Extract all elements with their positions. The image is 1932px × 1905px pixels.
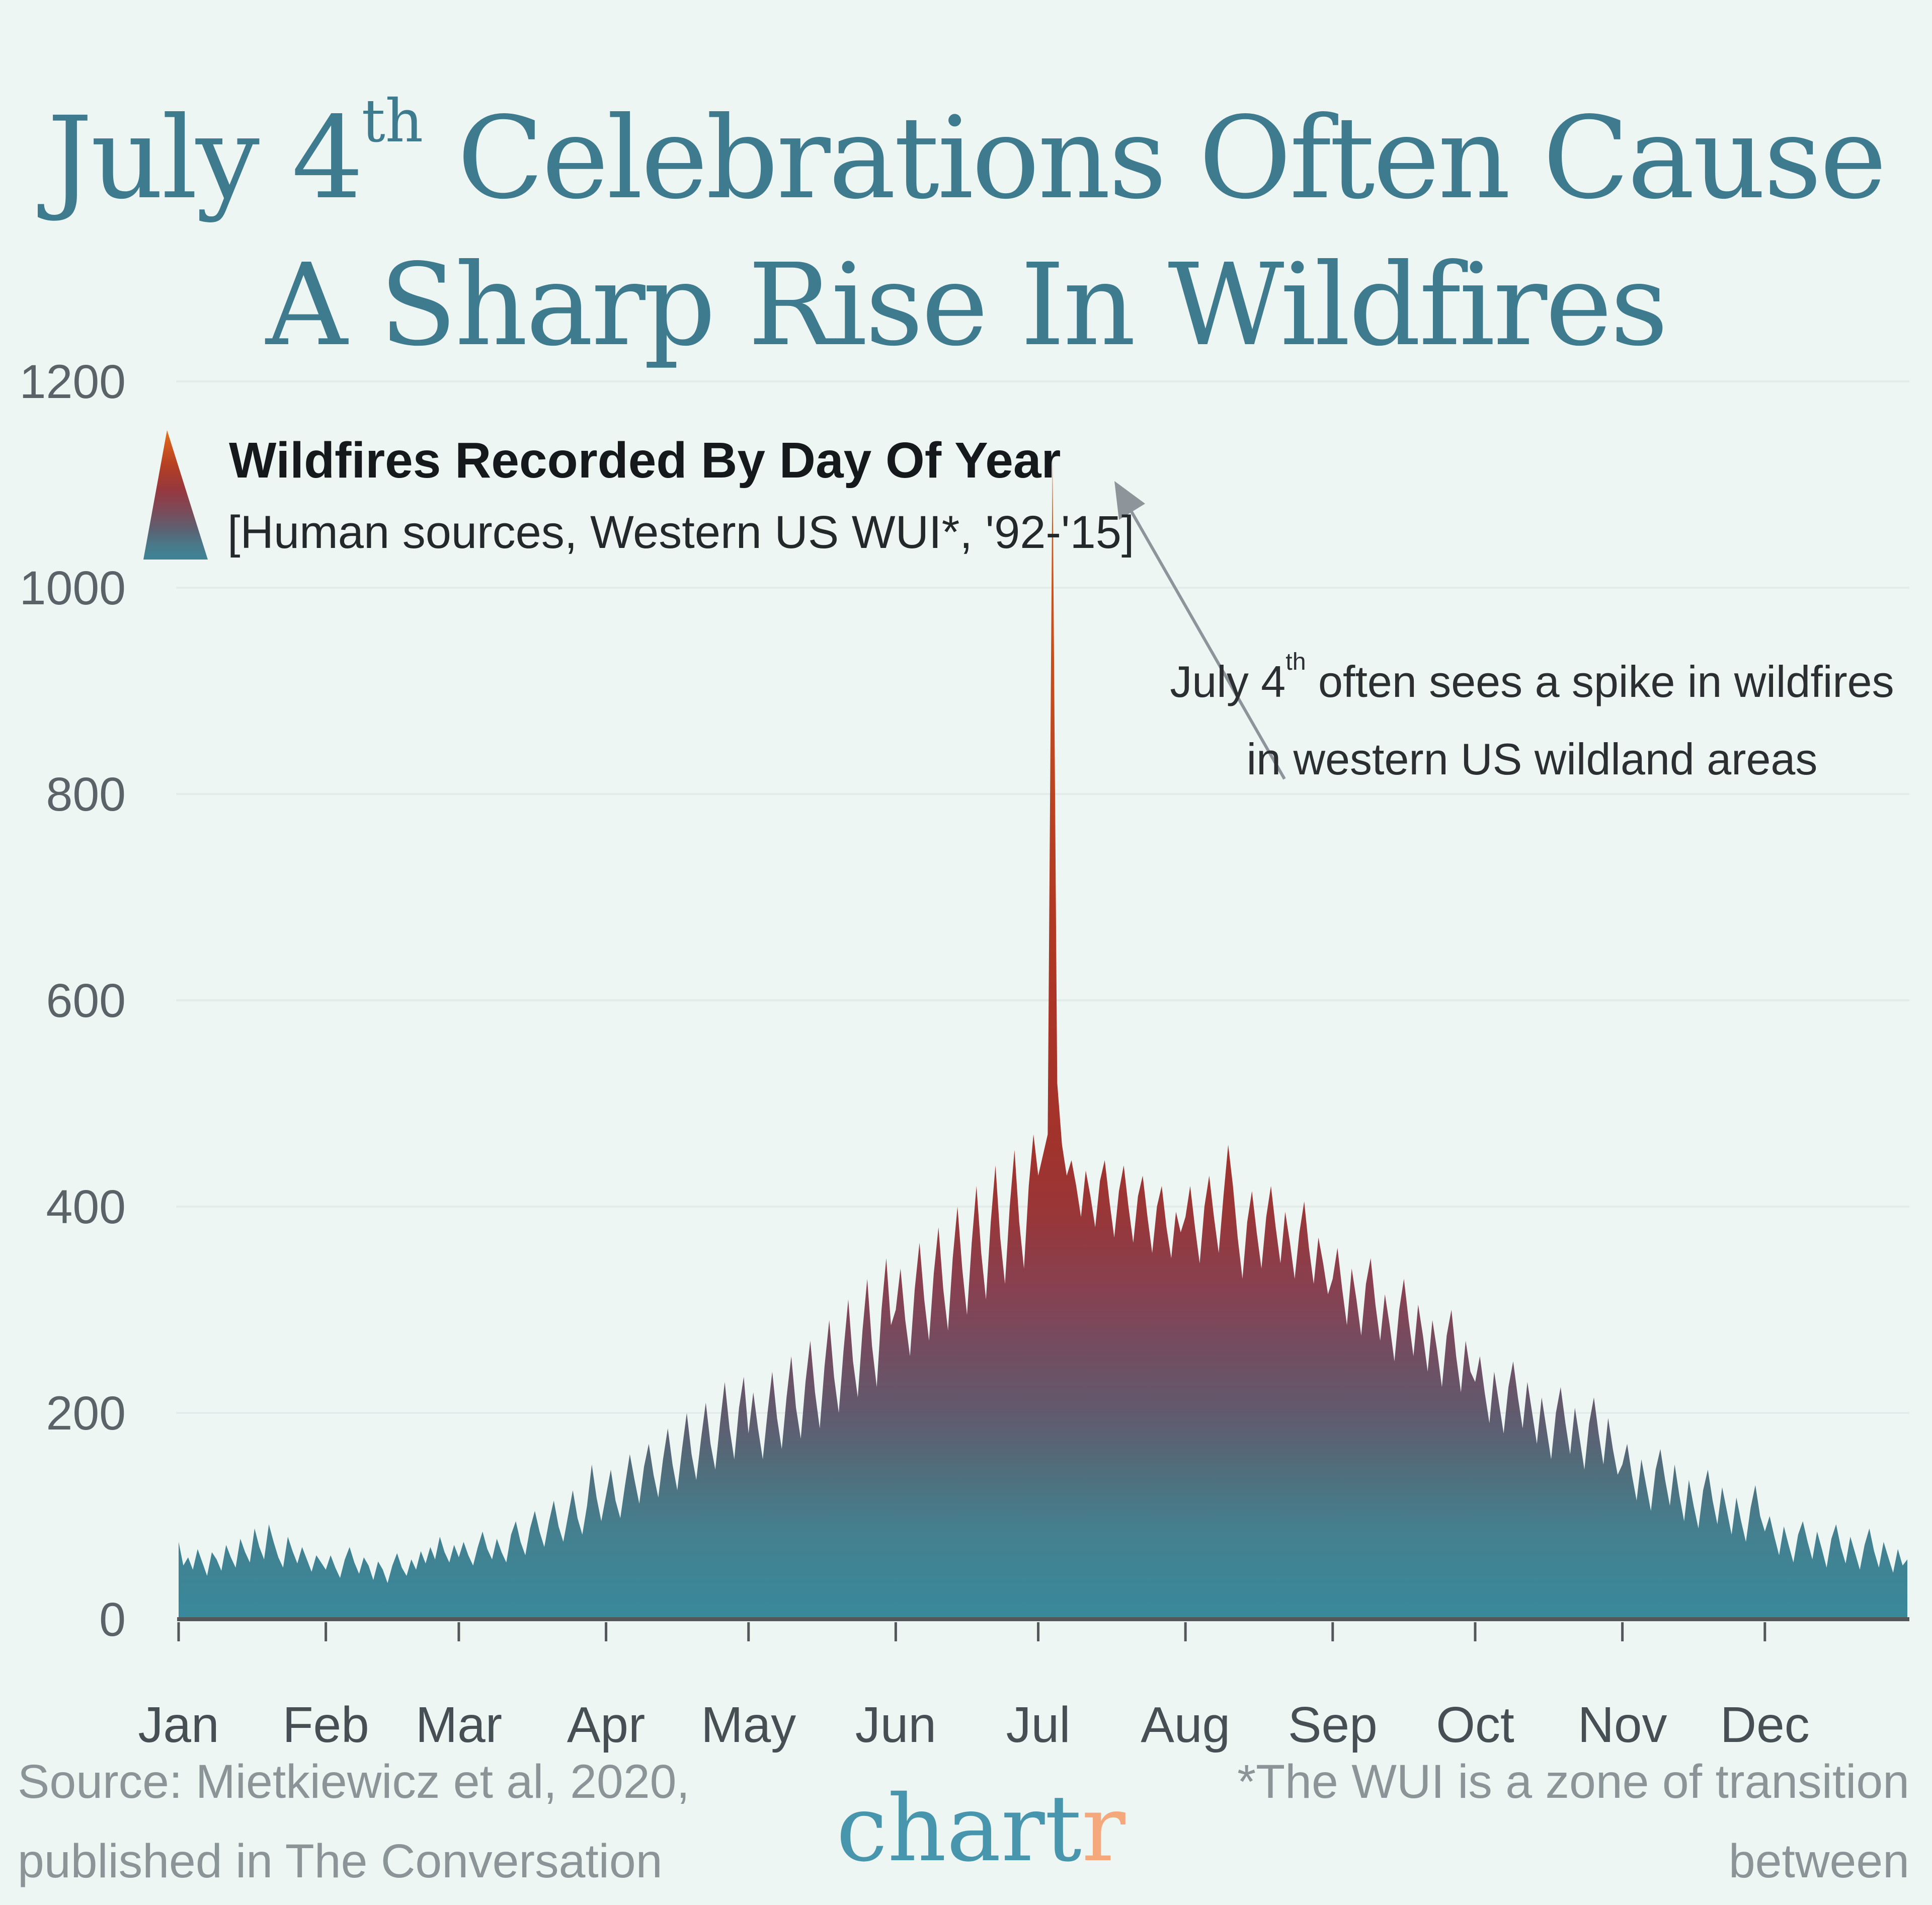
y-tick-label: 600: [46, 974, 126, 1027]
x-tick-label: Feb: [282, 1697, 369, 1753]
x-tick-label: Apr: [567, 1697, 646, 1753]
source-credit: Source: Mietkiewicz et al, 2020, publish…: [18, 1742, 690, 1901]
x-tick-label: Dec: [1720, 1697, 1810, 1753]
y-tick-label: 1200: [20, 355, 126, 409]
chartr-logo-r: r: [1081, 1775, 1125, 1882]
page-title-line1: July 4th Celebrations Often Cause: [47, 87, 1887, 224]
annotation-arrow-icon: [1114, 481, 1286, 780]
y-axis-labels: 0 200 400 600 800 1000 1200: [20, 355, 126, 1646]
x-tick-label: Oct: [1436, 1697, 1514, 1753]
gridlines: [176, 380, 1909, 1414]
page-title: July 4th Celebrations Often Cause A Shar…: [0, 48, 1932, 379]
x-tick-label: May: [701, 1697, 796, 1753]
annotation-superscript: th: [1285, 648, 1306, 675]
source-line1: Source: Mietkiewicz et al, 2020,: [18, 1755, 690, 1808]
wildfire-area-series: [179, 453, 1907, 1619]
page-title-line2: A Sharp Rise In Wildfires: [266, 239, 1668, 371]
legend-subtitle: [Human sources, Western US WUI*, '92-'15…: [227, 507, 1135, 558]
legend-flame-triangle-icon: [143, 430, 208, 560]
title-superscript: th: [361, 87, 424, 155]
x-tick-label: Sep: [1288, 1697, 1378, 1753]
x-tick-label: Jan: [138, 1697, 219, 1753]
y-tick-label: 800: [46, 768, 126, 821]
wui-footnote-line1: *The WUI is a zone of transition between: [1237, 1755, 1909, 1888]
chartr-logo-chart: chart: [836, 1775, 1082, 1882]
x-tick-label: Nov: [1578, 1697, 1667, 1753]
y-tick-label: 200: [46, 1387, 126, 1440]
july4-annotation: July 4th often sees a spike in wildfires…: [1155, 623, 1909, 798]
x-tick-label: Jul: [1006, 1697, 1071, 1753]
x-tick-label: Mar: [416, 1697, 502, 1753]
x-tick-label: Aug: [1141, 1697, 1230, 1753]
x-tick-label: Jun: [855, 1697, 936, 1753]
x-axis-ticks: [177, 1622, 1766, 1641]
y-tick-label: 400: [46, 1180, 126, 1234]
legend-title: Wildfires Recorded By Day Of Year: [229, 432, 1061, 489]
source-line2: published in The Conversation: [18, 1835, 663, 1888]
wui-footnote: *The WUI is a zone of transition between…: [1054, 1742, 1909, 1905]
chartr-logo: chartr: [836, 1775, 1125, 1882]
y-tick-label: 1000: [20, 562, 126, 615]
y-tick-label: 0: [99, 1593, 126, 1646]
wui-footnote-line2: unoccupied land and human development: [1054, 1901, 1909, 1905]
x-axis-labels: Jan Feb Mar Apr May Jun Jul Aug Sep Oct Nov Dec: [138, 1697, 1809, 1753]
july4-annotation-line1: July 4th often sees a spike in wildfires: [1170, 648, 1894, 706]
july4-annotation-line2: in western US wildland areas: [1246, 734, 1818, 784]
